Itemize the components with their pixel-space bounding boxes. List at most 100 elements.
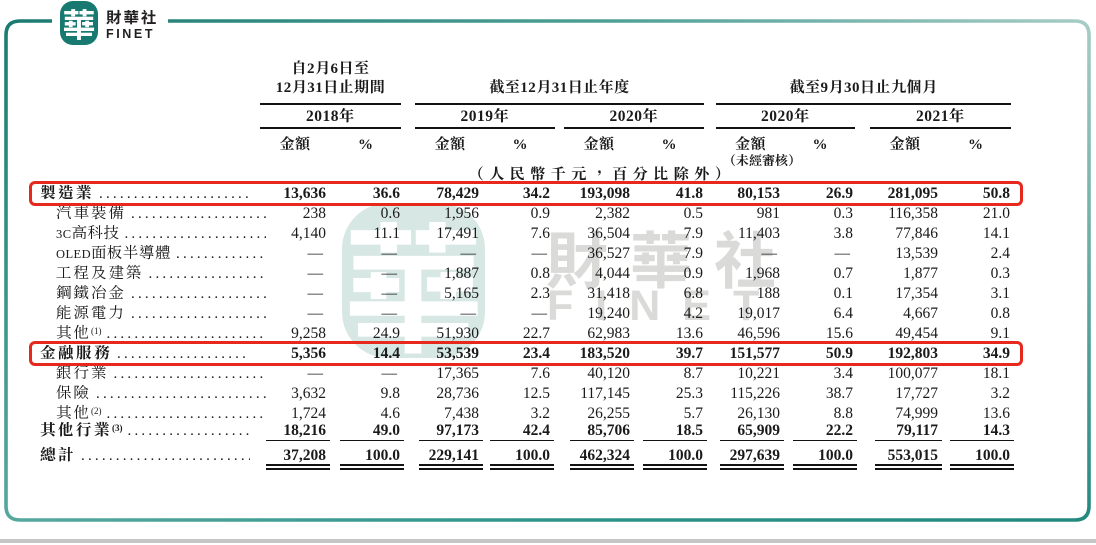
- year-label: 2020年: [760, 108, 810, 125]
- year-label: 2019年: [460, 108, 510, 125]
- percent-cell: 42.4: [490, 421, 554, 441]
- percent-cell: 3.4: [833, 365, 853, 382]
- table-row: 保險 3,632 9.8 28,736 12.5 117,145 25.3 115,226 3…: [0, 384, 1096, 404]
- amount-cell: —: [460, 305, 477, 322]
- amount-cell: —: [307, 285, 324, 302]
- row-label-text: 汽車裝備: [56, 204, 126, 224]
- finet-seal-icon: 華: [60, 1, 98, 45]
- percent-cell: 4.6: [380, 405, 400, 422]
- amount-cell: 4,667: [903, 305, 938, 322]
- percent-cell: 7.6: [530, 365, 550, 382]
- amount-cell: 40,120: [587, 365, 630, 382]
- percent-cell: 13.6: [982, 405, 1010, 422]
- amount-cell: 1,724: [291, 405, 326, 422]
- amount-cell: 53,539: [436, 345, 479, 362]
- amount-cell: 5,165: [444, 285, 479, 302]
- unaudited-note: （未經審核）: [722, 153, 801, 168]
- row-label-value: 鋼鐵冶金: [56, 285, 127, 302]
- amount-header: 金額: [734, 137, 766, 153]
- table-row: 能源電力 — — — — 19,240 4.2 19,017 6.4 4,667 0.8: [0, 304, 1096, 324]
- header-rule: [260, 127, 401, 130]
- percent-cell: 7.9: [683, 225, 703, 242]
- table-row: 其他(1) 9,258 24.9 51,930 22.7 62,983 13.6 46,59…: [0, 324, 1096, 344]
- finet-logo: 華 財華社 FINET: [52, 0, 168, 48]
- amount-cell: 297,639: [720, 446, 784, 470]
- amount-cell: 36,504: [587, 225, 630, 242]
- row-label: OLED面板半導體: [40, 244, 266, 264]
- table-row: 總計 37,208 100.0 229,141 100.0 462,324 100.0 29…: [0, 446, 1096, 470]
- row-label-value: 能源電力: [56, 305, 127, 322]
- amount-cell: 100,077: [887, 365, 938, 382]
- amount-header: 金額: [434, 137, 466, 153]
- table-row: 其他行業(3) 18,216 49.0 97,173 42.4 85,706 18.5 65…: [0, 421, 1096, 441]
- percent-cell: 21.0: [982, 205, 1010, 222]
- table-row: 製造業 13,636 36.6 78,429 34.2 193,098 41.8 80,15…: [0, 184, 1096, 204]
- percent-cell: 5.7: [683, 405, 703, 422]
- year-label: 2021年: [915, 108, 965, 125]
- percent-cell: 6.8: [683, 285, 703, 302]
- year-label: 2018年: [305, 108, 355, 125]
- amount-cell: 13,636: [283, 185, 326, 202]
- row-label-value: 總計: [40, 447, 77, 464]
- row-label-value: OLED面板半導體: [56, 247, 172, 261]
- amount-cell: 553,015: [875, 446, 942, 470]
- row-label-text: 其他行業(3): [40, 421, 123, 441]
- amount-cell: 79,117: [875, 421, 942, 441]
- amount-cell: 183,520: [579, 345, 630, 362]
- row-label-text: 保險: [56, 384, 91, 404]
- amount-cell: 65,909: [720, 421, 784, 441]
- percent-cell: 49.0: [340, 421, 404, 441]
- percent-cell: 36.6: [372, 185, 400, 202]
- percent-cell: 41.8: [675, 185, 703, 202]
- percent-cell: 22.2: [793, 421, 857, 441]
- row-label-text: 鋼鐵冶金: [56, 284, 126, 304]
- amount-cell: 49,454: [895, 325, 938, 342]
- percent-cell: 23.4: [522, 345, 550, 362]
- percent-cell: —: [531, 305, 548, 322]
- dot-leader: [171, 244, 266, 264]
- dot-leader: [126, 284, 266, 304]
- percent-cell: 18.1: [982, 365, 1010, 382]
- row-label: 鋼鐵冶金: [40, 284, 266, 304]
- percent-cell: 100.0: [950, 446, 1014, 470]
- percent-header: %: [358, 137, 373, 153]
- amount-cell: 3,632: [291, 385, 326, 402]
- percent-cell: —: [381, 365, 398, 382]
- percent-cell: 2.4: [990, 245, 1010, 262]
- table-row: 金融服務 5,356 14.4 53,539 23.4 183,520 39.7 151,5…: [0, 344, 1096, 364]
- percent-cell: —: [834, 245, 851, 262]
- header-rule: [260, 103, 401, 106]
- amount-cell: 74,999: [895, 405, 938, 422]
- footnote-ref: (1): [91, 326, 102, 336]
- row-label: 其他(2): [40, 404, 266, 424]
- percent-cell: 7.6: [530, 225, 550, 242]
- amount-cell: 19,240: [587, 305, 630, 322]
- percent-cell: 26.9: [825, 185, 853, 202]
- table-row: 銀行業 — — 17,365 7.6 40,120 8.7 10,221 3.4 100,077…: [0, 364, 1096, 384]
- percent-cell: 3.1: [990, 285, 1010, 302]
- percent-cell: 22.7: [522, 325, 550, 342]
- row-label-text: 總計: [40, 446, 76, 466]
- amount-cell: 13,539: [895, 245, 938, 262]
- percent-cell: 34.2: [522, 185, 550, 202]
- table-row: 3C高科技 4,140 11.1 17,491 7.6 36,504 7.9 11,403 3…: [0, 224, 1096, 244]
- row-label-value: 製造業: [40, 185, 95, 202]
- amount-header: 金額: [583, 137, 615, 153]
- amount-cell: 5,356: [291, 345, 326, 362]
- row-label: 能源電力: [40, 304, 266, 324]
- table-row: 工程及建築 — — 1,887 0.8 4,044 0.9 1,968 0.7 1,877 0.3: [0, 264, 1096, 284]
- row-label: 汽車裝備: [40, 204, 266, 224]
- amount-cell: 80,153: [737, 185, 780, 202]
- amount-cell: 117,145: [580, 385, 630, 402]
- amount-cell: 238: [302, 205, 326, 222]
- amount-cell: 28,736: [436, 385, 479, 402]
- amount-cell: 17,491: [436, 225, 479, 242]
- row-label: 工程及建築: [40, 264, 266, 284]
- percent-cell: —: [381, 265, 398, 282]
- row-label-value: 汽車裝備: [56, 205, 127, 222]
- percent-cell: 8.8: [833, 405, 853, 422]
- percent-cell: 100.0: [490, 446, 554, 470]
- percent-cell: 14.1: [982, 225, 1010, 242]
- percent-cell: —: [381, 285, 398, 302]
- amount-cell: 19,017: [737, 305, 780, 322]
